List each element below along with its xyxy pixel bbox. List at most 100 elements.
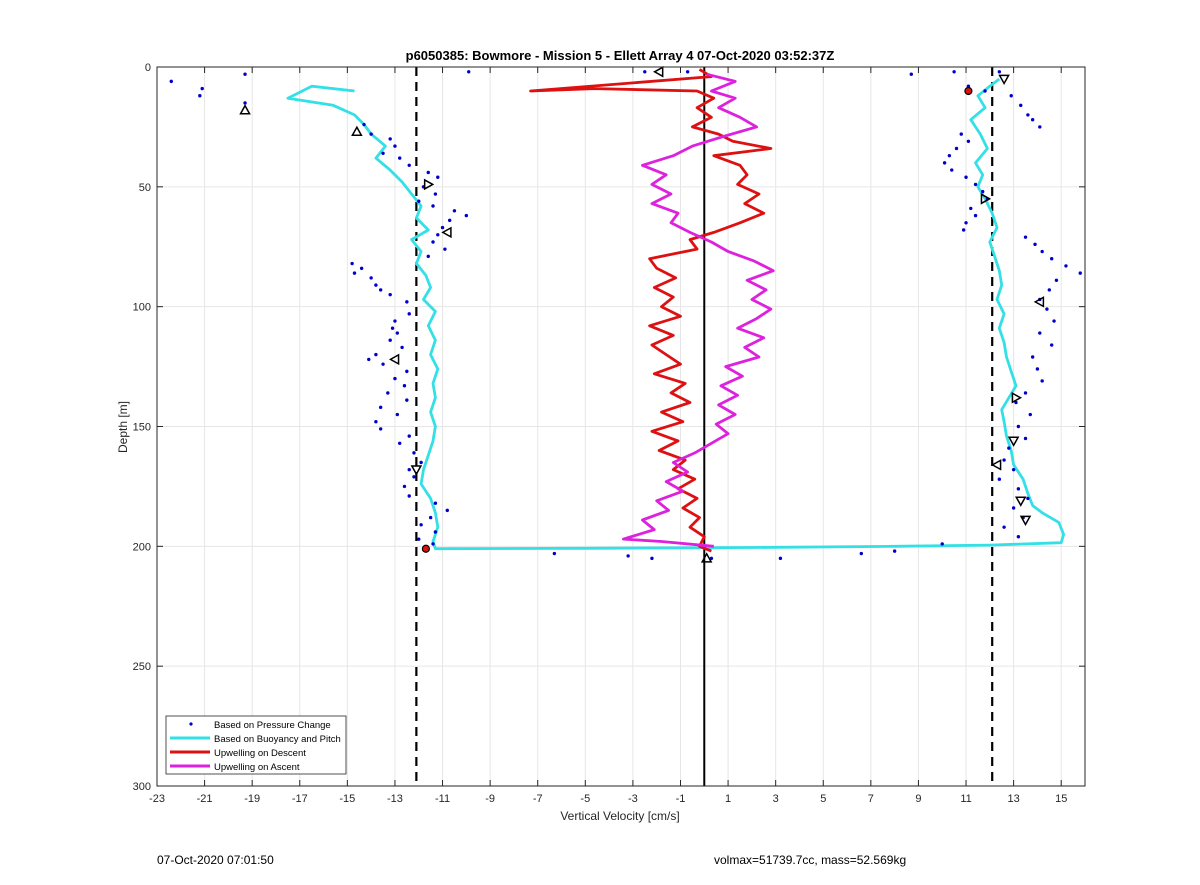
- pressure-point: [942, 161, 947, 165]
- pressure-point: [959, 132, 963, 136]
- y-tick-label: 150: [133, 422, 151, 434]
- legend-item-buoyancy: Based on Buoyancy and Pitch: [170, 734, 341, 745]
- pressure-point: [407, 434, 411, 438]
- pressure-point: [169, 79, 173, 84]
- footer-info: volmax=51739.7cc, mass=52.569kg: [714, 853, 907, 867]
- pressure-point: [1040, 249, 1044, 254]
- series-line-descent: [529, 68, 773, 553]
- pressure-point: [386, 391, 390, 395]
- pressure-point: [243, 101, 247, 105]
- x-tick-label: -17: [292, 793, 308, 805]
- marker-triangle-right: [980, 193, 992, 205]
- pressure-point: [452, 209, 457, 213]
- footer-timestamp: 07-Oct-2020 07:01:50: [157, 853, 274, 867]
- pressure-point: [552, 551, 557, 556]
- marker-triangle-left: [388, 353, 400, 366]
- pressure-point: [940, 542, 944, 546]
- pressure-point: [1023, 235, 1028, 239]
- pressure-point: [892, 549, 897, 553]
- pressure-point: [464, 213, 469, 218]
- x-tick-label: 15: [1055, 793, 1067, 805]
- pressure-point: [1045, 307, 1049, 311]
- pressure-point: [405, 369, 409, 374]
- pressure-point: [378, 288, 383, 292]
- y-tick-label: 100: [133, 302, 151, 314]
- legend-swatch-pressure: [189, 722, 193, 726]
- marker-triangle-down: [1007, 436, 1020, 447]
- x-tick-label: 1: [725, 793, 731, 805]
- x-tick-label: -21: [197, 793, 213, 805]
- pressure-point: [431, 240, 435, 244]
- legend-label-ascent: Upwelling on Ascent: [214, 762, 300, 773]
- pressure-point: [1030, 355, 1035, 359]
- marker-triangle-up: [239, 104, 251, 115]
- pressure-point: [685, 70, 690, 74]
- pressure-point: [436, 233, 440, 237]
- pressure-point: [433, 192, 438, 196]
- marker-circle: [421, 544, 430, 553]
- marker-triangle-up: [351, 125, 363, 137]
- pressure-point: [417, 199, 421, 203]
- pressure-point: [428, 515, 433, 520]
- pressure-point: [388, 338, 392, 342]
- pressure-point: [419, 460, 423, 465]
- x-tick-label: -7: [533, 793, 543, 805]
- pressure-point: [1016, 487, 1021, 491]
- pressure-point: [969, 206, 973, 211]
- pressure-point: [467, 70, 471, 74]
- legend-item-ascent: Upwelling on Ascent: [170, 762, 300, 773]
- y-tick-label: 50: [139, 182, 151, 194]
- pressure-point: [433, 530, 438, 534]
- pressure-point: [1047, 288, 1052, 292]
- pressure-point: [997, 477, 1002, 481]
- marker-triangle-left: [990, 459, 1002, 471]
- series-line-buoyancy: [286, 77, 1065, 551]
- x-tick-label: -19: [244, 793, 260, 805]
- pressure-point: [359, 266, 364, 271]
- marker-triangle-left: [1033, 296, 1045, 308]
- pressure-point: [369, 276, 373, 280]
- pressure-point: [1064, 264, 1068, 268]
- pressure-point: [650, 556, 654, 561]
- y-tick-label: 300: [133, 781, 151, 793]
- pressure-point: [1033, 242, 1037, 247]
- pressure-point: [395, 412, 400, 417]
- pressure-point: [980, 189, 985, 194]
- pressure-point: [426, 254, 430, 259]
- pressure-point: [952, 70, 956, 74]
- pressure-point: [412, 451, 416, 455]
- x-tick-label: -13: [387, 793, 403, 805]
- legend-label-pressure: Based on Pressure Change: [214, 720, 331, 731]
- pressure-point: [1052, 319, 1056, 323]
- x-tick-label: 7: [868, 793, 874, 805]
- pressure-point: [374, 420, 378, 424]
- y-tick-label: 250: [133, 661, 151, 673]
- grid: [156, 66, 1085, 787]
- pressure-point: [405, 300, 409, 304]
- marker-triangle-right: [1011, 391, 1023, 404]
- pressure-point: [983, 89, 987, 93]
- pressure-point: [1026, 113, 1030, 117]
- legend-item-pressure: Based on Pressure Change: [189, 720, 331, 731]
- pressure-point: [407, 467, 411, 472]
- pressure-point: [378, 405, 383, 410]
- pressure-point: [1035, 367, 1040, 371]
- pressure-point: [1002, 458, 1006, 462]
- x-tick-label: -23: [149, 793, 165, 805]
- plot-frame: [156, 66, 1086, 787]
- pressure-point: [973, 213, 978, 218]
- pressure-point: [1026, 496, 1030, 501]
- pressure-point: [1030, 118, 1035, 122]
- pressure-point: [431, 542, 435, 546]
- marker-triangle-down: [1014, 496, 1027, 507]
- pressure-point: [950, 168, 954, 172]
- pressure-point: [1016, 424, 1021, 429]
- legend: Based on Pressure Change Based on Buoyan…: [165, 715, 347, 775]
- pressure-point: [405, 398, 409, 402]
- pressure-point: [388, 137, 392, 141]
- marker-triangle-right: [423, 178, 435, 191]
- pressure-point: [393, 376, 397, 381]
- pressure-point: [447, 218, 452, 223]
- legend-item-descent: Upwelling on Descent: [170, 748, 306, 759]
